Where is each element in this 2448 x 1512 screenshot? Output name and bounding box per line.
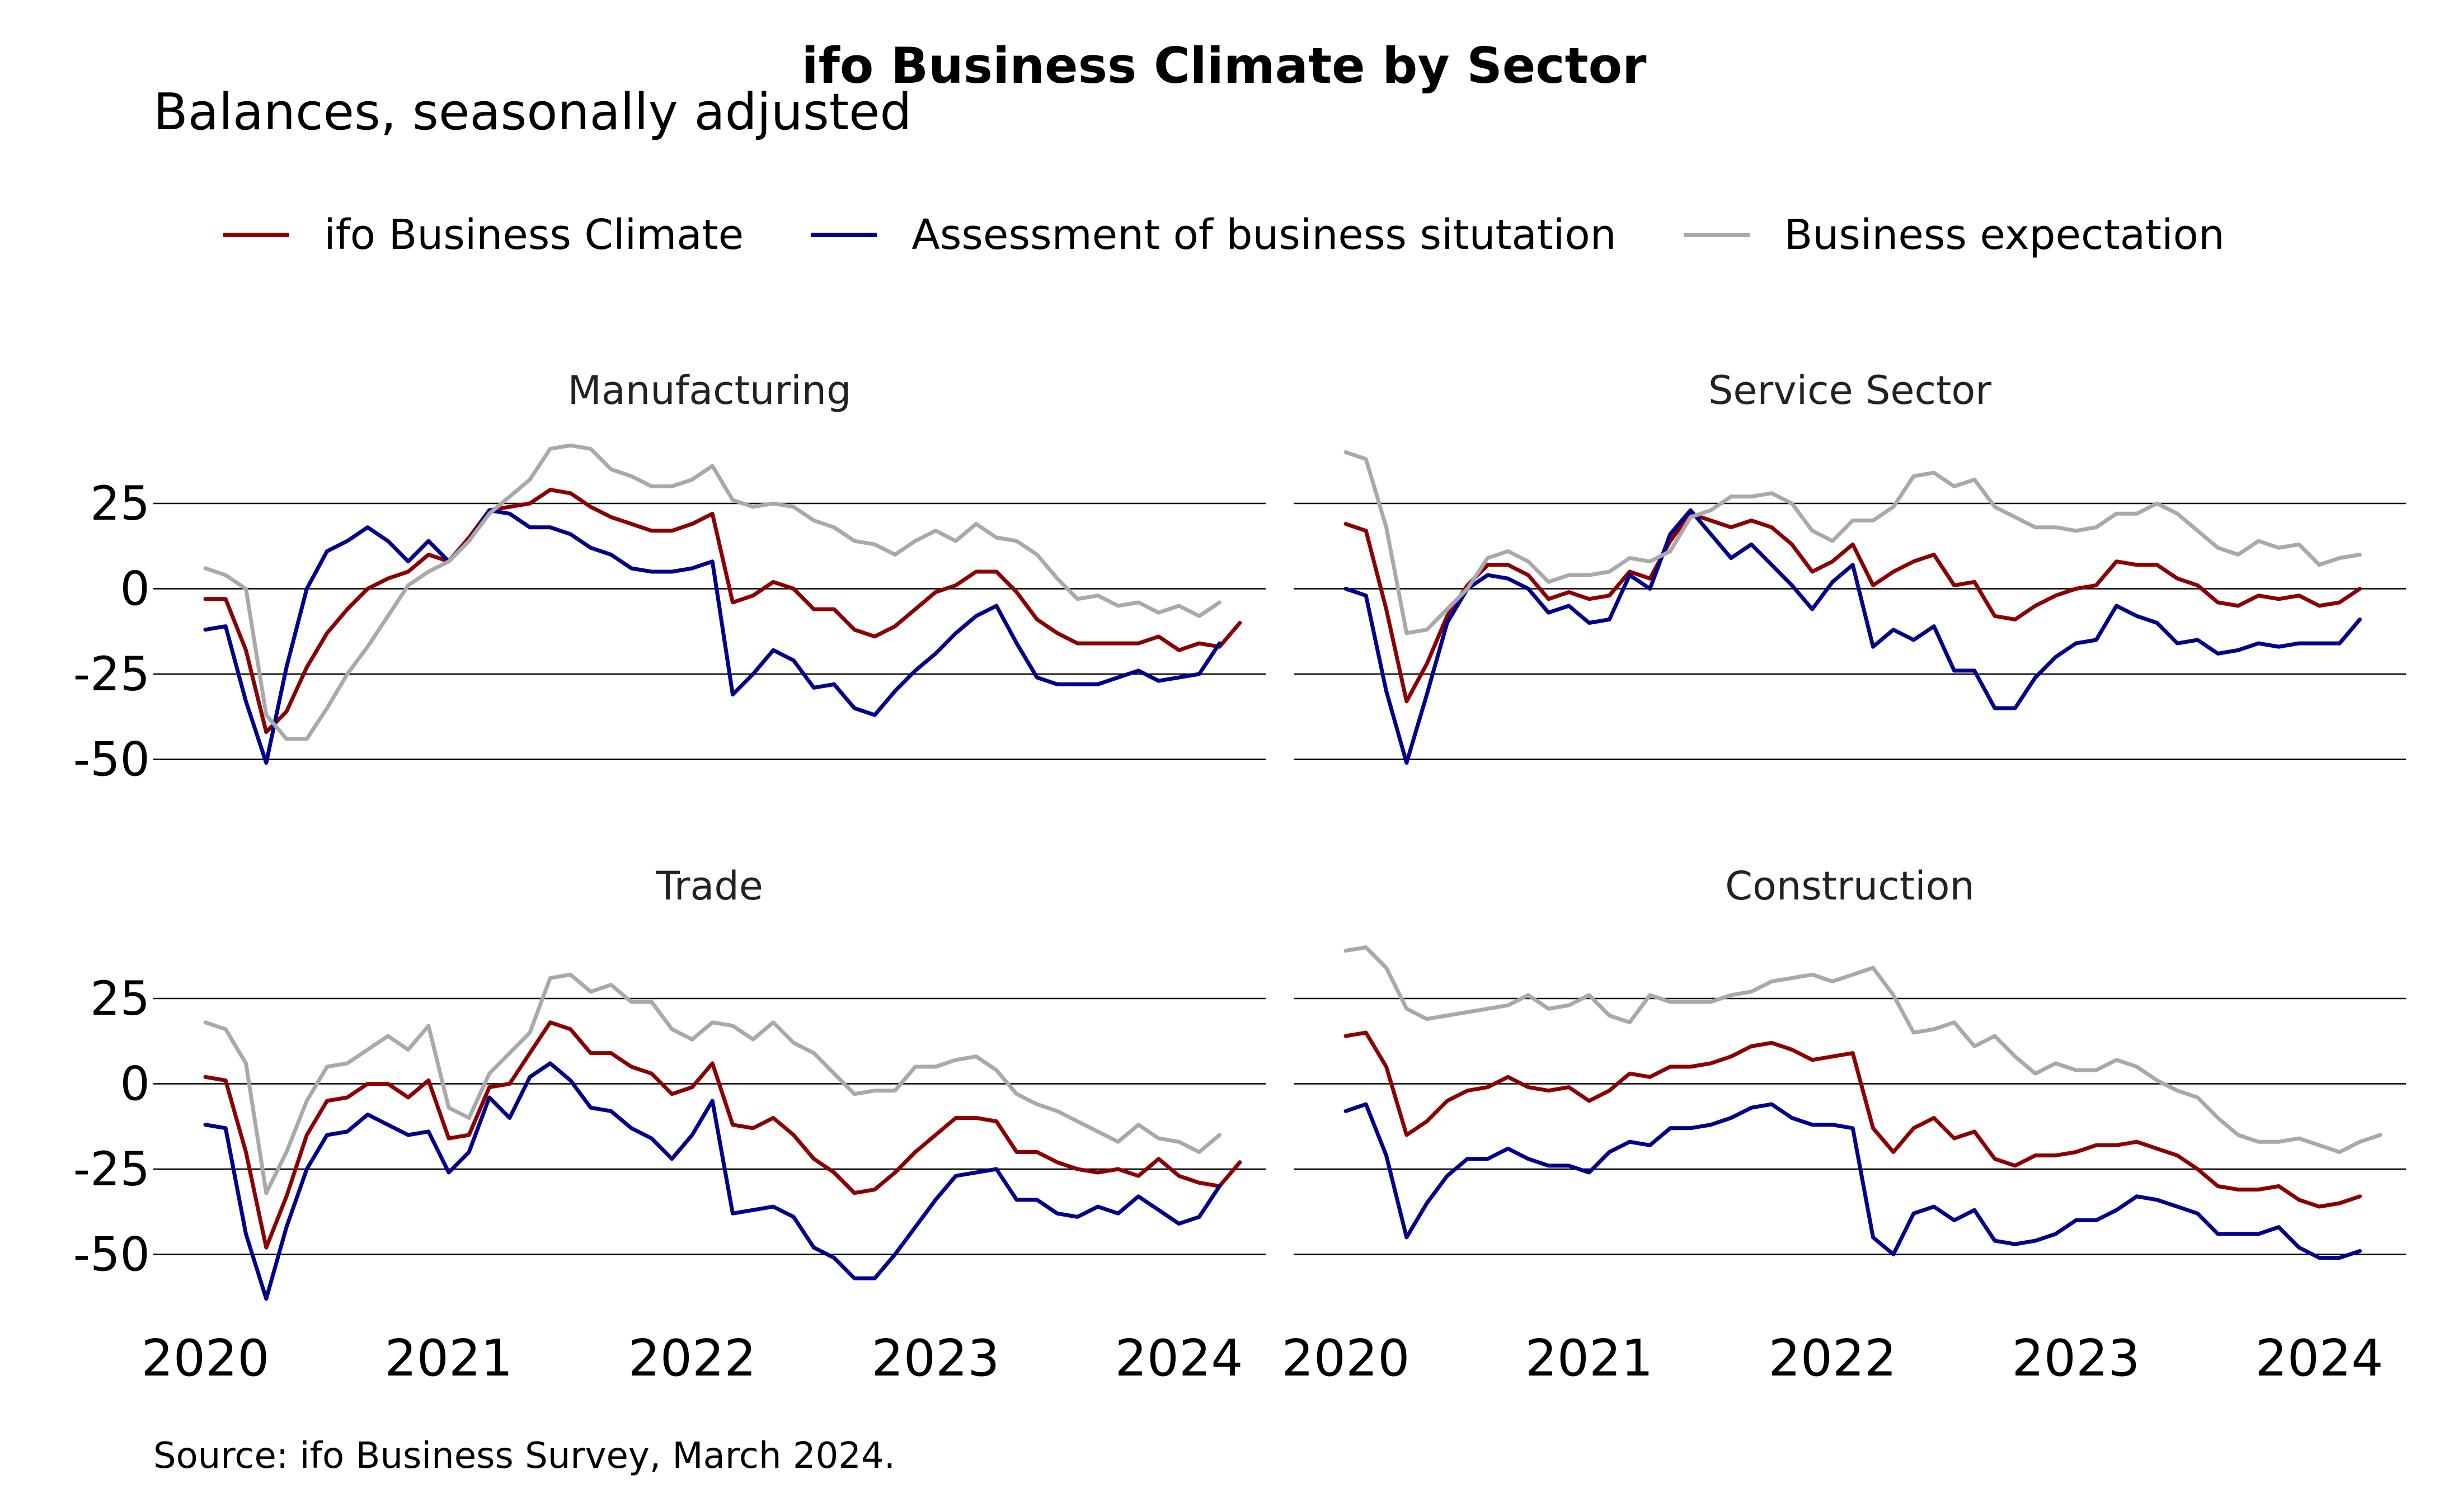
x-tick-label: 2023 (2012, 1329, 2140, 1388)
chart-subtitle: Balances, seasonally adjusted (153, 83, 912, 142)
legend-item-situation: Assessment of business situtation (811, 211, 1617, 259)
x-tick-label: 2021 (1525, 1329, 1653, 1388)
series-line-climate (203, 1020, 1242, 1250)
y-tick-label: -50 (73, 732, 150, 787)
panel-manufacturing: Manufacturing 25 0 -25 -50 (73, 368, 1266, 787)
y-tick-label: 0 (120, 562, 150, 616)
x-tick-label: 2020 (141, 1329, 269, 1388)
series-line-climate (1343, 1030, 2362, 1209)
panel-title: Construction (1725, 863, 1975, 909)
legend-swatch-situation (811, 233, 877, 237)
y-tick-label: -25 (73, 1142, 150, 1197)
panel-service-sector: Service Sector (1294, 368, 2406, 765)
x-tick-label: 2024 (2255, 1329, 2383, 1388)
series-line-expectation (203, 443, 1221, 741)
panel-title: Manufacturing (568, 368, 852, 413)
panel-construction: Construction 2020 2021 2022 2023 2024 (1281, 863, 2406, 1388)
series-line-climate (1343, 511, 2362, 704)
y-tick-label: -50 (73, 1227, 150, 1282)
legend-swatch-expectation (1683, 233, 1750, 237)
series-line-situation (203, 508, 1221, 765)
chart-legend: ifo Business Climate Assessment of busin… (0, 207, 2448, 263)
series-line-expectation (203, 972, 1221, 1195)
x-tick-label: 2022 (1768, 1329, 1896, 1388)
y-tick-label: -25 (73, 647, 150, 701)
legend-swatch-climate (223, 233, 290, 237)
panel-trade: Trade 25 0 -25 -50 2020 2021 2022 2023 2024 (73, 863, 1266, 1388)
legend-label-expectation: Business expectation (1784, 211, 2225, 259)
panel-title: Service Sector (1708, 368, 1991, 413)
y-tick-label: 0 (120, 1057, 150, 1111)
series-line-expectation (1343, 450, 2362, 635)
x-tick-label: 2022 (628, 1329, 756, 1388)
series-line-expectation (1343, 945, 2383, 1154)
x-tick-label: 2024 (1115, 1329, 1243, 1388)
legend-label-situation: Assessment of business situtation (911, 211, 1617, 259)
legend-item-expectation: Business expectation (1683, 211, 2225, 259)
chart-title: ifo Business Climate by Sector (801, 37, 1647, 95)
series-line-climate (203, 488, 1242, 734)
y-tick-label: 25 (90, 971, 150, 1026)
panel-title: Trade (655, 863, 763, 909)
x-tick-label: 2021 (384, 1329, 513, 1388)
legend-item-climate: ifo Business Climate (223, 211, 744, 259)
series-line-situation (1343, 1102, 2362, 1260)
chart-source: Source: ifo Business Survey, March 2024. (153, 1435, 896, 1477)
series-line-situation (203, 1061, 1221, 1301)
legend-label-climate: ifo Business Climate (324, 211, 744, 259)
x-tick-label: 2023 (871, 1329, 999, 1388)
series-line-situation (1343, 508, 2362, 765)
y-tick-label: 25 (90, 476, 150, 531)
x-tick-label: 2020 (1281, 1329, 1409, 1388)
